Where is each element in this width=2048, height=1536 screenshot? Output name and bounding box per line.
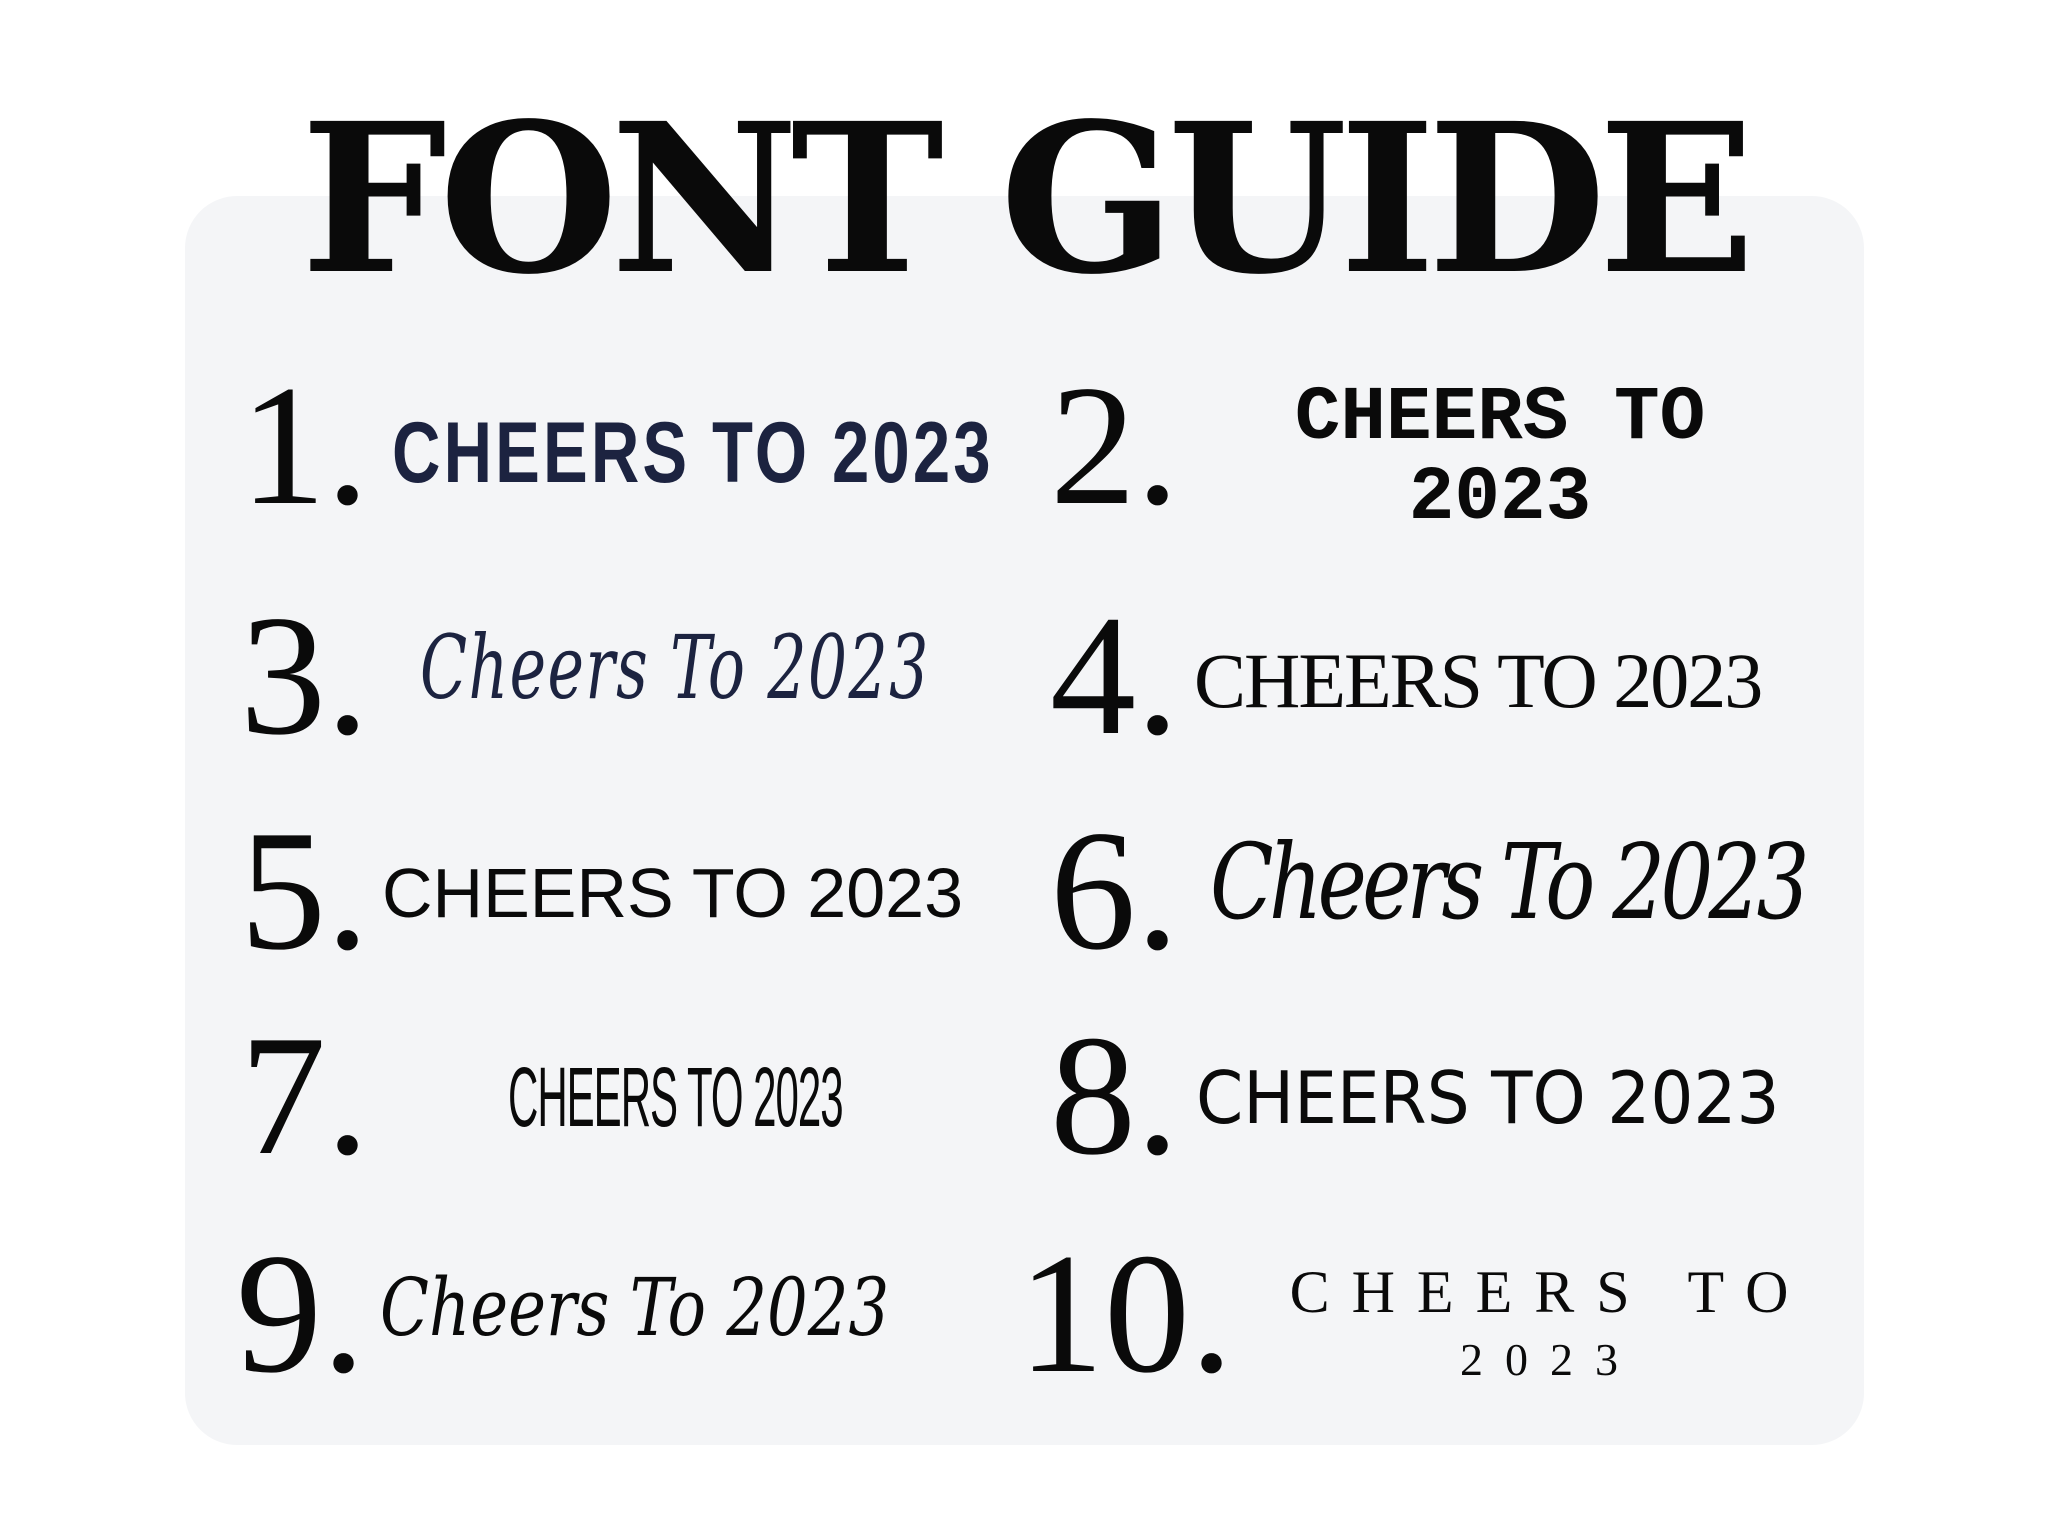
font-sample-2-line1: CHEERS TO bbox=[1294, 375, 1706, 461]
item-number-9: 9. bbox=[236, 1219, 365, 1409]
page-title: FONT GUIDE bbox=[300, 78, 1756, 320]
item-number-6: 6. bbox=[1050, 796, 1179, 986]
font-sample-9: Cheers To 2023 bbox=[380, 1261, 890, 1354]
item-number-7: 7. bbox=[240, 1001, 369, 1191]
font-sample-4: CHEERS TO 2023 bbox=[1194, 637, 1763, 724]
font-sample-6: Cheers To 2023 bbox=[1210, 821, 1810, 943]
background-panel bbox=[185, 196, 1864, 1445]
font-sample-2-line2: 2023 bbox=[1408, 455, 1592, 541]
item-number-3: 3. bbox=[240, 581, 369, 771]
item-number-1: 1. bbox=[240, 351, 369, 541]
font-sample-1: CHEERS TO 2023 bbox=[392, 405, 994, 501]
item-number-8: 8. bbox=[1050, 1001, 1179, 1191]
font-sample-8: CHEERS TO 2023 bbox=[1196, 1056, 1780, 1140]
font-sample-10-line1: CHEERS TO bbox=[1289, 1259, 1811, 1325]
item-number-4: 4. bbox=[1050, 581, 1179, 771]
item-number-10: 10. bbox=[1018, 1219, 1233, 1409]
font-sample-2: CHEERS TO 2023 bbox=[1250, 378, 1750, 538]
font-sample-10: CHEERS TO 2023 bbox=[1250, 1258, 1850, 1394]
font-sample-5: CHEERS TO 2023 bbox=[382, 854, 964, 932]
item-number-2: 2. bbox=[1050, 351, 1179, 541]
font-sample-7: CHEERS TO 2023 bbox=[508, 1050, 844, 1144]
font-sample-10-line2: 2023 bbox=[1460, 1334, 1640, 1385]
item-number-5: 5. bbox=[240, 796, 369, 986]
font-sample-3: Cheers To 2023 bbox=[420, 616, 930, 719]
